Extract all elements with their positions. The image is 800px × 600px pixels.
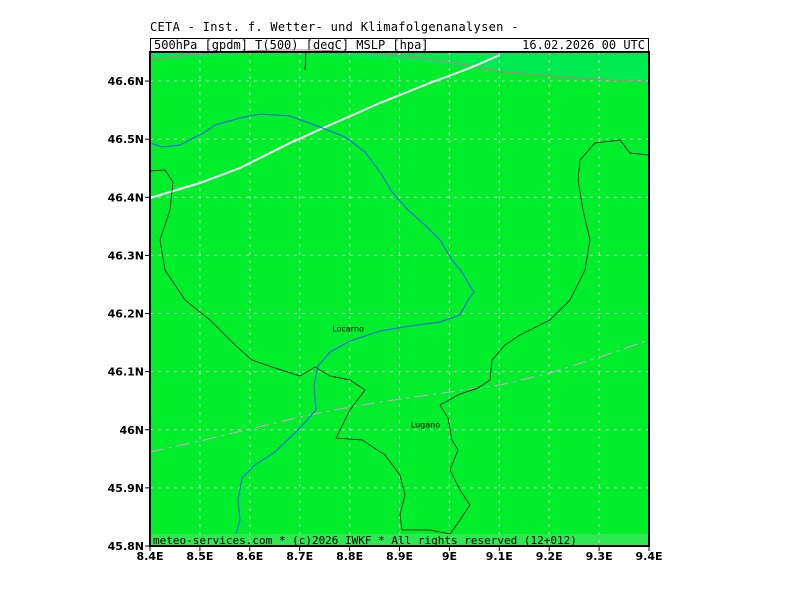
valid-datetime: 16.02.2026 00 UTC xyxy=(522,38,645,52)
latitude-label: 45.9N xyxy=(108,482,144,495)
copyright-footer: meteo-services.com * (c)2026 IWKF * All … xyxy=(153,534,577,547)
parameter-label: 500hPa [gpdm] T(500) [degC] MSLP [hpa] xyxy=(154,38,429,52)
latitude-label: 46.4N xyxy=(108,191,144,204)
chart-title: CETA - Inst. f. Wetter- und Klimafolgena… xyxy=(150,20,519,34)
longitude-label: 8.9E xyxy=(386,550,413,563)
latitude-label: 46.2N xyxy=(108,308,144,321)
parameter-bar: 500hPa [gpdm] T(500) [degC] MSLP [hpa] 1… xyxy=(150,38,649,52)
latitude-label: 46N xyxy=(119,424,144,437)
lake-shoreline xyxy=(149,113,475,535)
latitude-axis: 46.6N 46.5N 46.4N 46.3N 46.2N 46.1N 46N 45.9N 45… xyxy=(108,75,150,553)
map-panel: Locarno Lugano xyxy=(149,49,650,547)
latitude-label: 46.6N xyxy=(108,75,144,88)
longitude-label: 9E xyxy=(442,550,457,563)
country-border xyxy=(304,51,307,71)
city-labels: Locarno Lugano xyxy=(332,325,440,430)
longitude-label: 9.3E xyxy=(586,550,613,563)
longitude-axis: 8.4E 8.5E 8.6E 8.7E 8.8E 8.9E 9E 9.1E 9.2E 9.3E 9.… xyxy=(136,546,663,563)
longitude-label: 8.4E xyxy=(136,550,163,563)
city-label: Lugano xyxy=(411,420,440,429)
geopotential-contour xyxy=(149,54,501,199)
latitude-label: 45.8N xyxy=(108,540,144,553)
longitude-label: 9.2E xyxy=(536,550,563,563)
longitude-label: 8.5E xyxy=(186,550,213,563)
longitude-label: 9.4E xyxy=(635,550,662,563)
latitude-label: 46.3N xyxy=(108,249,144,262)
longitude-label: 8.7E xyxy=(286,550,313,563)
longitude-label: 8.8E xyxy=(336,550,363,563)
city-label: Locarno xyxy=(332,325,364,334)
latitude-label: 46.1N xyxy=(108,366,144,379)
country-border xyxy=(149,139,650,535)
longitude-label: 8.6E xyxy=(236,550,263,563)
pressure-shading xyxy=(150,52,649,82)
longitude-label: 9.1E xyxy=(486,550,513,563)
temperature-isotherm xyxy=(149,339,650,453)
latitude-label: 46.5N xyxy=(108,133,144,146)
